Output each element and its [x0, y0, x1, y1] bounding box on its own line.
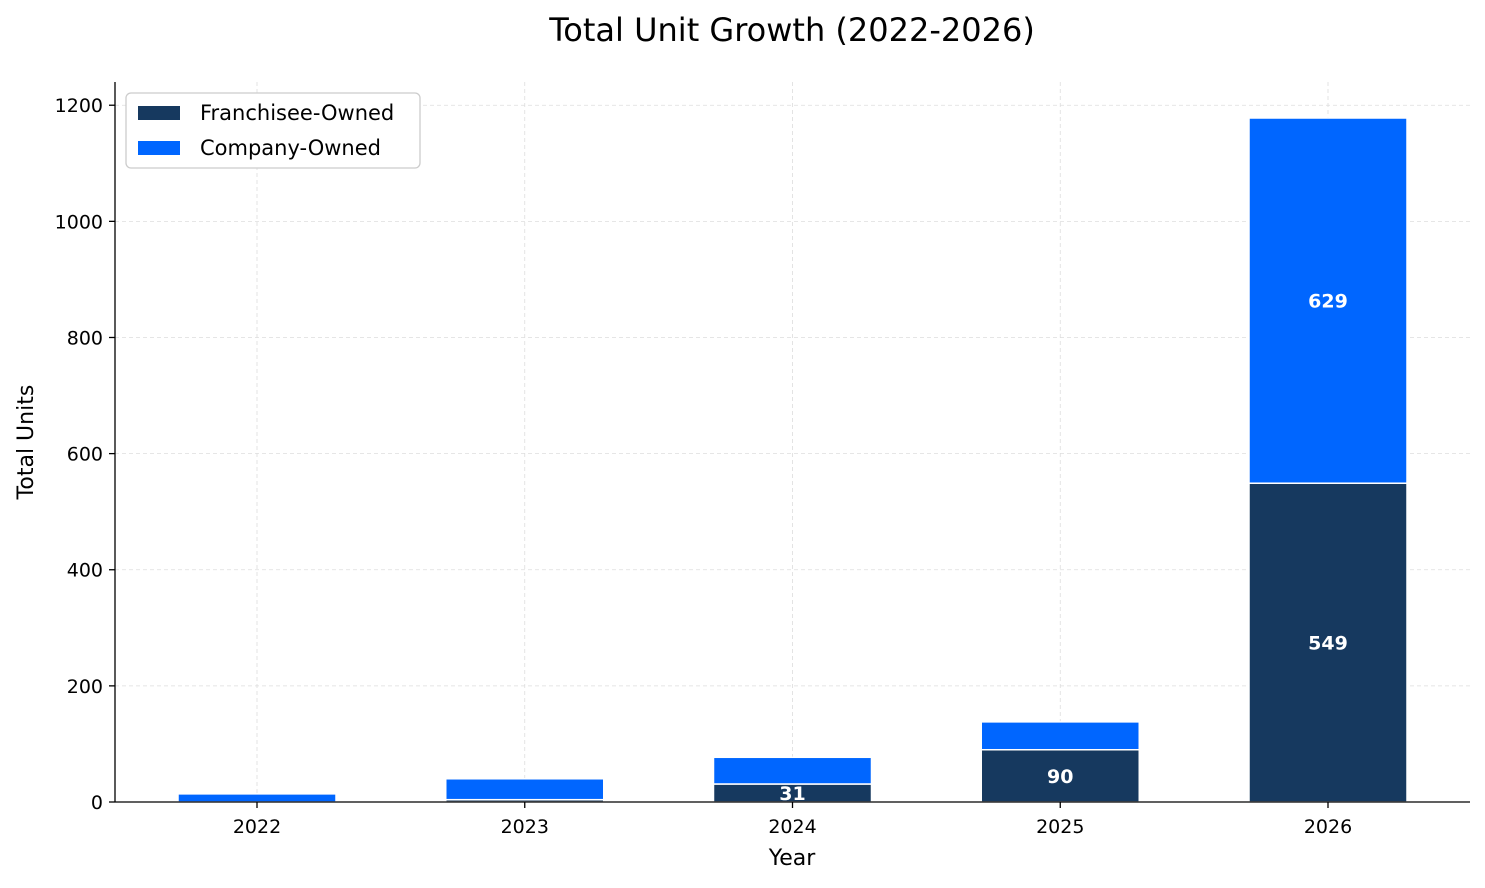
legend-swatch-franchisee — [138, 106, 180, 120]
y-tick-label: 400 — [67, 560, 103, 582]
chart-title: Total Unit Growth (2022-2026) — [548, 11, 1035, 49]
legend-label-franchisee: Franchisee-Owned — [200, 101, 394, 125]
data-label: 629 — [1308, 291, 1348, 313]
y-tick-label: 0 — [91, 792, 103, 814]
bar-company-2025 — [980, 721, 1140, 751]
bar-company-2026 — [1248, 117, 1408, 484]
y-axis-label: Total Units — [14, 385, 39, 501]
y-tick-label: 800 — [67, 327, 103, 349]
legend-swatch-company — [138, 141, 180, 155]
data-label: 31 — [779, 783, 805, 805]
data-label: 90 — [1047, 766, 1073, 788]
x-tick-label: 2026 — [1304, 816, 1352, 838]
legend: Franchisee-Owned Company-Owned — [125, 92, 421, 169]
x-tick-label: 2023 — [501, 816, 549, 838]
y-tick-label: 200 — [67, 676, 103, 698]
x-tick-label: 2024 — [768, 816, 816, 838]
y-tick-label: 1200 — [55, 95, 103, 117]
axes: 0 200 400 600 800 1000 1200 2022 2023 2024 2025 202… — [55, 82, 1470, 838]
data-label: 549 — [1308, 633, 1348, 655]
bar-company-2022 — [177, 793, 337, 803]
bars — [177, 117, 1408, 803]
bar-franchisee-2026 — [1248, 482, 1408, 803]
legend-label-company: Company-Owned — [200, 136, 381, 160]
legend-box — [125, 92, 421, 169]
x-axis-label: Year — [768, 846, 817, 871]
y-tick-label: 1000 — [55, 211, 103, 233]
x-tick-label: 2022 — [233, 816, 281, 838]
bar-company-2024 — [712, 756, 873, 785]
y-tick-label: 600 — [67, 444, 103, 466]
bar-franchisee-2025 — [980, 748, 1140, 803]
x-tick-label: 2025 — [1036, 816, 1084, 838]
data-labels: 31 90 549 629 — [779, 291, 1348, 805]
grid-lines — [115, 82, 1470, 802]
bar-company-2023 — [445, 778, 605, 801]
